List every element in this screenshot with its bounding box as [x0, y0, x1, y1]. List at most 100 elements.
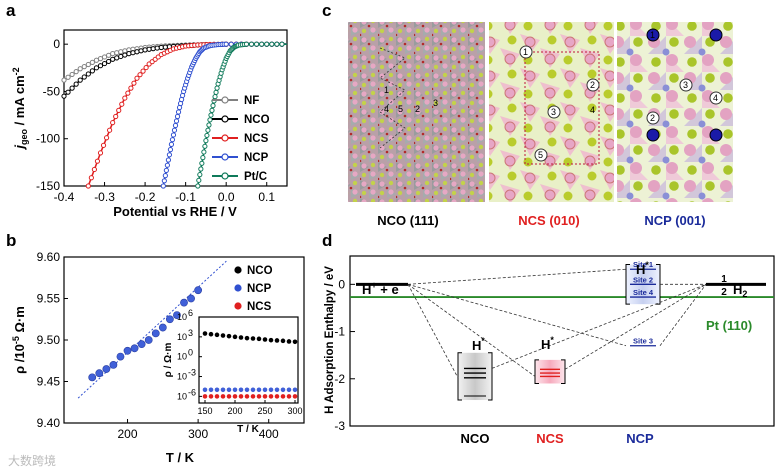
inset-ylabel: ρ / Ω·m: [163, 343, 174, 378]
panel-d-label: d: [322, 231, 332, 250]
panel-b-chart: 200 300 400 9.60 9.55 9.50 9.45 9.40 T / K ρ /…: [11, 250, 305, 465]
nco-bracket: [457, 352, 493, 401]
nco-site-4: 4: [384, 104, 389, 114]
b-point-ncp: [109, 360, 118, 369]
panel-b-xlabel: T / K: [166, 450, 195, 465]
inset-point-ncs: [250, 394, 256, 399]
a-point: [107, 127, 113, 133]
nco-site-3: 3: [433, 98, 438, 108]
a-point: [196, 177, 202, 183]
inset-point-nco: [232, 334, 238, 340]
a-legend-label: NCP: [244, 152, 269, 164]
a-point: [274, 41, 280, 47]
ncs-site-1: 1: [523, 47, 528, 57]
inset-point-ncs: [214, 394, 220, 399]
b-xtick-label: 200: [118, 427, 138, 441]
a-point: [223, 41, 229, 47]
a-point: [134, 75, 140, 81]
caption-ncp: NCP (001): [644, 213, 705, 228]
svg-text:1: 1: [721, 274, 727, 285]
b-ytick-label: 9.60: [37, 250, 61, 264]
ncp-site-4: 4: [713, 93, 718, 103]
panel-d-chart: 0 -1 -2 -3 H Adsorption Enthalpy / eV Site …: [324, 255, 775, 446]
a-point: [264, 41, 270, 47]
a-ytick-label: 0: [53, 37, 60, 51]
a-point: [140, 68, 146, 74]
inset-ytick-label: 10: [177, 372, 187, 382]
b-point-ncp: [95, 369, 104, 378]
inset-point-ncs: [238, 394, 244, 399]
a-point: [114, 50, 120, 56]
a-point: [202, 143, 208, 149]
a-xtick-label: 0.0: [218, 190, 235, 204]
caption-nco: NCO (111): [377, 213, 438, 228]
inset-xtick-label: 250: [257, 406, 272, 416]
b-ytick-label: 9.40: [37, 416, 61, 430]
a-legend-marker: [221, 153, 229, 161]
ncp-structure-image: [617, 22, 733, 202]
inset-point-nco: [286, 339, 292, 344]
inset-point-ncp: [238, 387, 244, 393]
a-point: [81, 74, 87, 80]
inset-ytick-sup: -3: [188, 368, 196, 378]
b-point-ncp: [151, 329, 160, 338]
b-point-ncp: [173, 311, 181, 319]
a-point: [143, 64, 149, 71]
category-ncp: NCP: [626, 431, 654, 446]
a-point: [207, 117, 213, 123]
ncs-unit-cell: [524, 51, 600, 165]
pathway-dashed-line: [407, 284, 459, 379]
inset-point-nco: [262, 337, 268, 342]
a-point: [85, 183, 91, 189]
a-legend-label: NCO: [244, 114, 270, 126]
a-point: [128, 85, 134, 91]
inset-point-ncs: [292, 394, 298, 399]
nco-dashed-path: [379, 47, 406, 149]
b-xtick-label: 400: [259, 427, 279, 441]
inset-ytick-label: 10: [177, 352, 187, 362]
a-point: [88, 175, 94, 181]
a-point: [169, 137, 176, 143]
a-point: [161, 178, 167, 184]
panel-c-structures: 1 2 3 4 5 1 2 3 4 5 1 2 3 4 NCO: [348, 22, 733, 228]
b-point-ncp: [165, 315, 174, 324]
inset-point-nco: [226, 333, 232, 339]
inset-point-ncs: [232, 394, 238, 399]
a-point: [122, 95, 128, 101]
inset-point-ncs: [244, 394, 250, 399]
a-point: [85, 61, 91, 68]
a-point: [171, 127, 178, 133]
a-point: [162, 173, 168, 179]
b-point-ncp: [116, 352, 125, 361]
a-legend-marker: [221, 134, 229, 142]
a-point: [214, 85, 220, 91]
a-point: [163, 167, 169, 173]
a-point: [106, 58, 112, 65]
a-point: [175, 109, 182, 115]
watermark: 大数跨境: [8, 453, 56, 468]
inset-point-ncs: [268, 394, 274, 399]
inset-point-nco: [244, 335, 250, 341]
inset-point-ncs: [220, 394, 226, 399]
panel-a-chart: -0.4 -0.3 -0.2 -0.1 0.0 0.1 0 -50 -100 -150 Pote…: [11, 29, 288, 219]
d-ytick-label: 0: [338, 277, 345, 291]
a-xtick-label: -0.2: [135, 190, 156, 204]
b-ytick-label: 9.50: [37, 333, 61, 347]
b-point-ncp: [130, 344, 139, 353]
a-point: [174, 113, 181, 120]
a-xtick-label: -0.4: [54, 190, 75, 204]
ncp-site-label: Site 3: [633, 337, 653, 346]
a-point: [243, 41, 250, 47]
b-legend-marker: [234, 266, 242, 274]
inset-ytick-sup: -6: [188, 387, 196, 397]
inset-point-ncp: [262, 387, 268, 393]
a-point: [89, 68, 95, 74]
d-ytick-label: -2: [334, 372, 345, 386]
svg-text:H2: H2: [733, 282, 747, 299]
a-point: [61, 77, 67, 83]
a-point: [150, 46, 156, 52]
a-point: [162, 44, 168, 50]
a-ytick-label: -100: [36, 132, 60, 146]
a-ytick-label: -50: [43, 84, 61, 98]
